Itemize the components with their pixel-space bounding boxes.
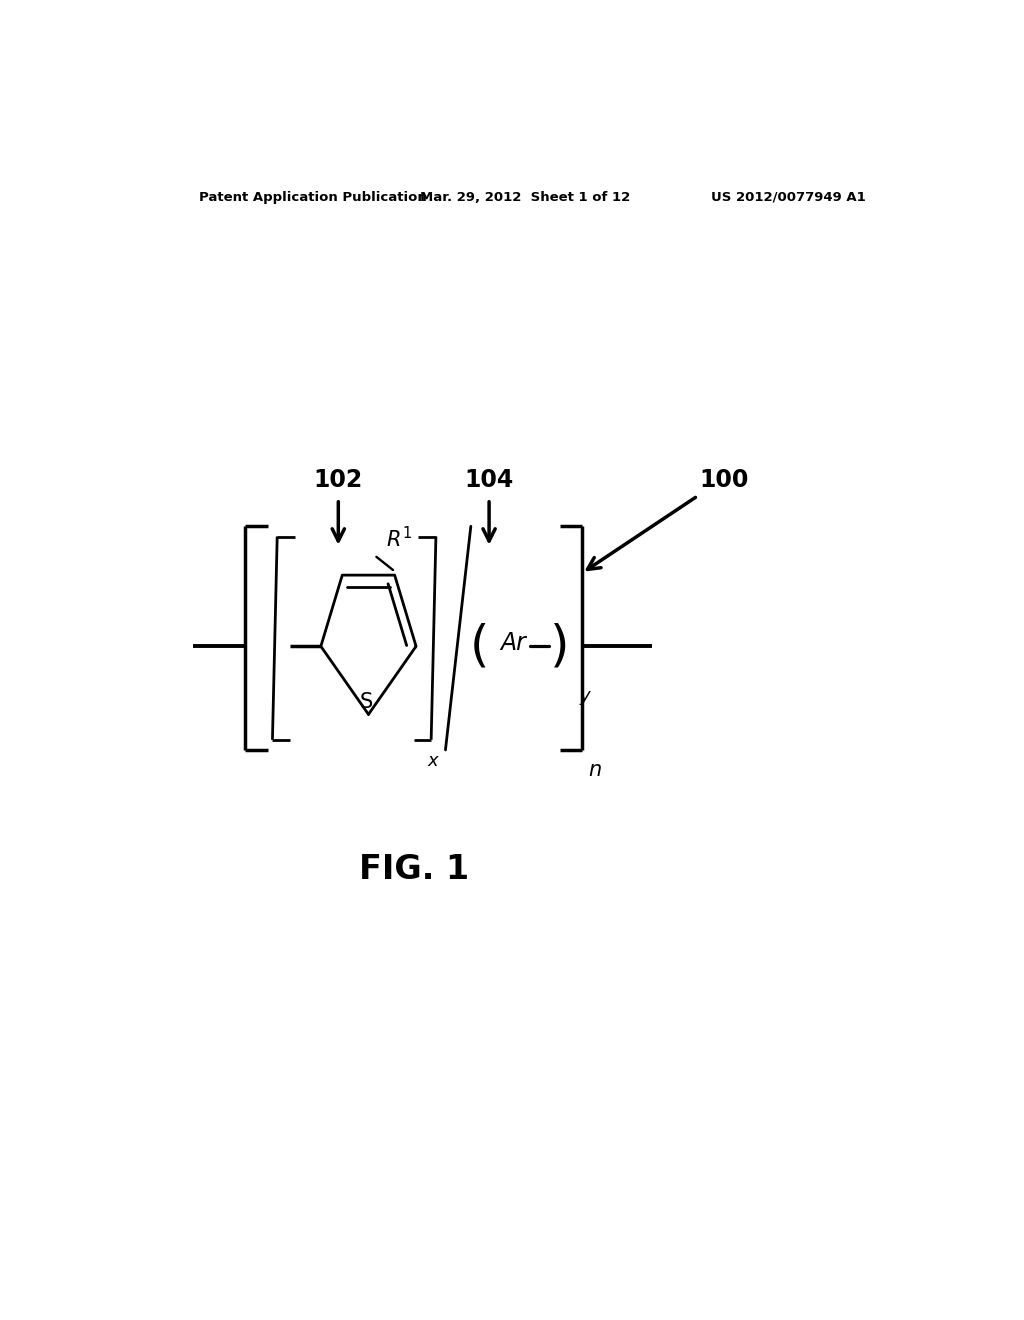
Text: Ar: Ar [500, 631, 526, 655]
Text: FIG. 1: FIG. 1 [358, 854, 469, 887]
Text: $R^1$: $R^1$ [386, 525, 412, 552]
Text: (: ( [470, 622, 489, 671]
Text: Mar. 29, 2012  Sheet 1 of 12: Mar. 29, 2012 Sheet 1 of 12 [420, 190, 630, 203]
Text: 102: 102 [313, 467, 362, 492]
Text: ): ) [550, 622, 569, 671]
Text: y: y [580, 686, 590, 705]
Text: 100: 100 [699, 467, 749, 492]
Text: US 2012/0077949 A1: US 2012/0077949 A1 [712, 190, 866, 203]
Text: x: x [427, 752, 438, 770]
Text: n: n [588, 760, 601, 780]
Text: S: S [359, 692, 373, 713]
Text: Patent Application Publication: Patent Application Publication [200, 190, 427, 203]
Text: 104: 104 [465, 467, 514, 492]
